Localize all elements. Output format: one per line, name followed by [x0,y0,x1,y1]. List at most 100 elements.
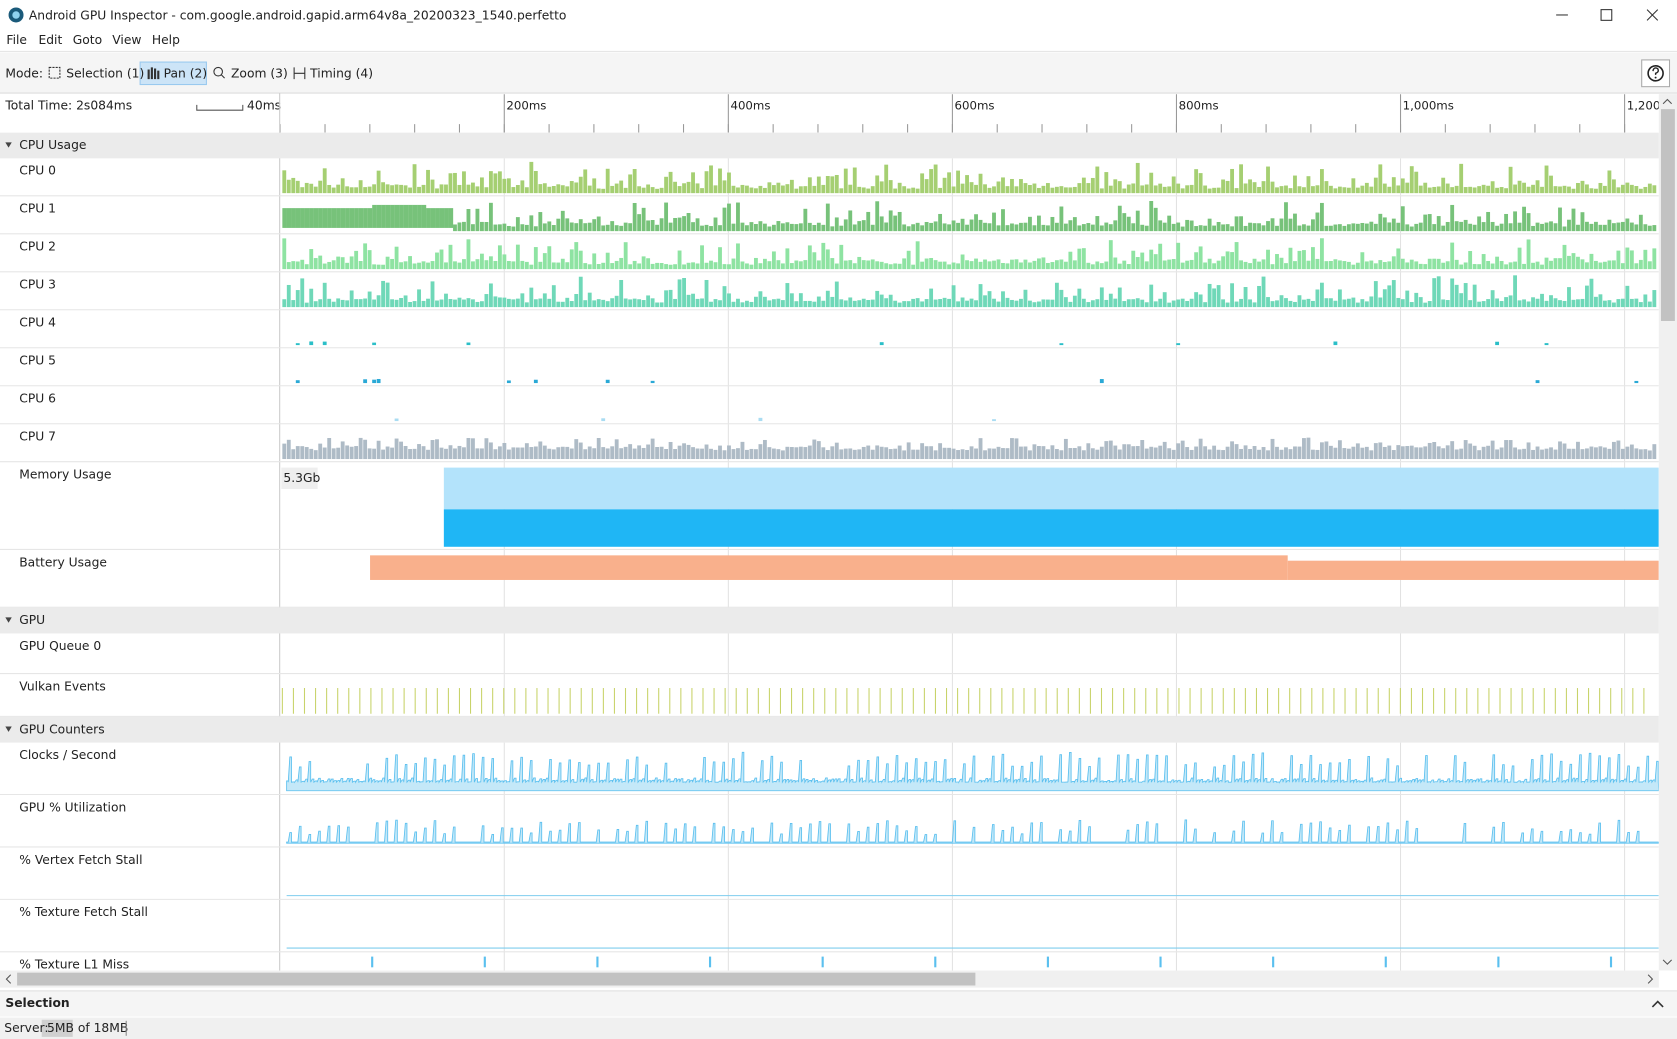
section-header[interactable] [0,607,1659,634]
cpu-bar [1337,440,1342,460]
cpu-bar [780,300,785,308]
cpu-bar [816,176,821,194]
cpu-bar [313,450,318,460]
cpu-bar [1230,168,1235,194]
cpu-bar [569,222,574,232]
cpu-bar [1001,177,1005,194]
cpu-bar [1400,446,1405,460]
cpu-bar [1625,247,1630,270]
cpu-bar [345,186,350,194]
cpu-bar [978,173,983,194]
scroll-right[interactable] [1647,974,1654,984]
cpu-bar [484,187,489,194]
cpu-bar [1634,186,1639,194]
cpu-bar [466,438,471,460]
scroll-up[interactable] [1662,98,1673,105]
menu-item[interactable]: Edit [39,33,63,47]
cpu-bar [1185,260,1190,270]
collapse-icon[interactable] [5,142,12,148]
cpu-bar [1297,295,1302,308]
cpu-bar [830,226,835,232]
menu-item[interactable]: View [112,33,141,47]
cpu-bar [1463,219,1468,232]
cpu-bar [1037,215,1041,232]
cpu-bar [327,208,332,228]
cpu-bar [736,448,740,460]
cpu-bar [861,187,866,194]
cpu-bar [390,447,395,460]
cpu-bar [345,300,350,308]
cpu-bar [879,216,884,232]
cpu-bar [884,222,889,232]
cpu-bar [1499,187,1504,194]
mode-button[interactable]: Selection (1) [66,66,144,80]
cpu-bar [318,255,323,270]
cpu-bar [502,178,507,194]
mode-button[interactable]: Timing (4) [309,66,373,80]
cpu-bar [1023,289,1028,308]
collapse-icon[interactable] [5,617,12,623]
cpu-bar [547,448,552,460]
cpu-bar [1549,447,1553,460]
cpu-bar [1158,243,1163,270]
cpu-bar [394,299,399,308]
cpu-bar [938,213,943,232]
cpu-bar [1149,201,1154,232]
cpu-bar [893,215,898,232]
cpu-bar [560,185,565,194]
cpu-bar [1167,259,1172,270]
cpu-bar [1203,185,1208,194]
selection-panel-header[interactable] [0,990,1677,1017]
cpu-bar [1459,221,1464,232]
cpu-bar [605,301,610,308]
cpu-bar [1037,187,1041,194]
cpu-bar [1486,185,1491,194]
scroll-left[interactable] [5,974,12,984]
cpu-bar [1297,446,1302,460]
cpu-bar [1337,224,1342,232]
section-header[interactable] [0,132,1659,159]
track-label: CPU 6 [19,392,56,406]
horizontal-scroll-thumb[interactable] [17,972,976,986]
menu-item[interactable]: Goto [73,33,102,47]
cpu-bar [754,257,758,270]
close-button[interactable] [1646,9,1659,21]
cpu-bar [511,187,516,194]
cpu-bar [1432,224,1437,232]
cpu-bar [731,223,736,232]
mode-button[interactable]: Pan (2) [164,66,208,80]
cpu-bar [848,297,853,308]
cpu-bar [1090,264,1095,270]
cpu-bar [1019,446,1023,460]
cpu-bar [1284,298,1288,308]
menu-item[interactable]: Help [152,33,180,47]
section-header[interactable] [0,716,1659,743]
cpu-bar [771,448,776,460]
cpu-bar [1158,445,1163,460]
cpu-bar [610,221,615,232]
cpu-bar [421,204,427,228]
cpu-bar [556,262,561,270]
maximize-button[interactable] [1600,9,1613,21]
cpu-bar [1216,449,1221,460]
cpu-bar [439,447,444,460]
cpu-bar [376,378,381,384]
expand-icon[interactable] [1651,1000,1664,1008]
track-label: CPU 0 [19,164,56,178]
cpu-bar [1257,223,1261,232]
vertical-scroll-thumb[interactable] [1660,109,1675,322]
menu-item[interactable]: File [6,33,27,47]
cpu-bar [1171,223,1176,232]
cpu-bar [718,247,722,270]
cpu-bar [915,298,920,308]
scroll-down[interactable] [1662,959,1673,965]
cpu-bar [1104,441,1109,460]
cpu-bar [475,259,480,270]
cpu-bar [911,224,916,232]
mode-button[interactable]: Zoom (3) [231,66,288,80]
cpu-bar [448,208,454,228]
cpu-bar [1504,264,1509,270]
collapse-icon[interactable] [5,726,12,732]
cpu-bar [551,285,556,308]
